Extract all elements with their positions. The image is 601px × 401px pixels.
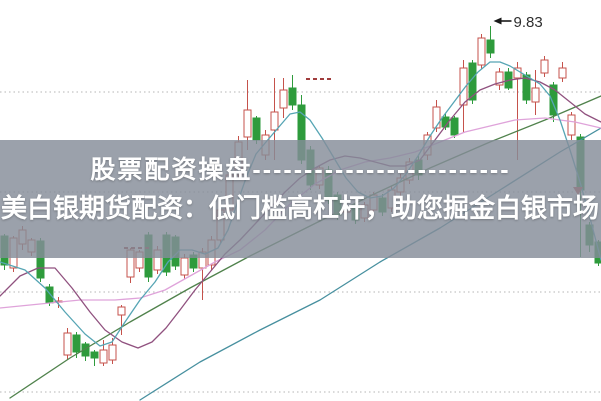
banner-subtitle-line: 美白银期货配资：低门槛高杠杆，助您掘金白银市场 (1, 193, 600, 223)
price-callout-value: 9.83 (514, 14, 543, 31)
price-label: 9.83 (493, 14, 543, 31)
left-arrow-icon (493, 17, 502, 25)
ad-banner-overlay: 股票配资操盘------------------------- 美白银期货配资：… (0, 140, 601, 258)
banner-title-line: 股票配资操盘------------------------- (90, 156, 511, 184)
